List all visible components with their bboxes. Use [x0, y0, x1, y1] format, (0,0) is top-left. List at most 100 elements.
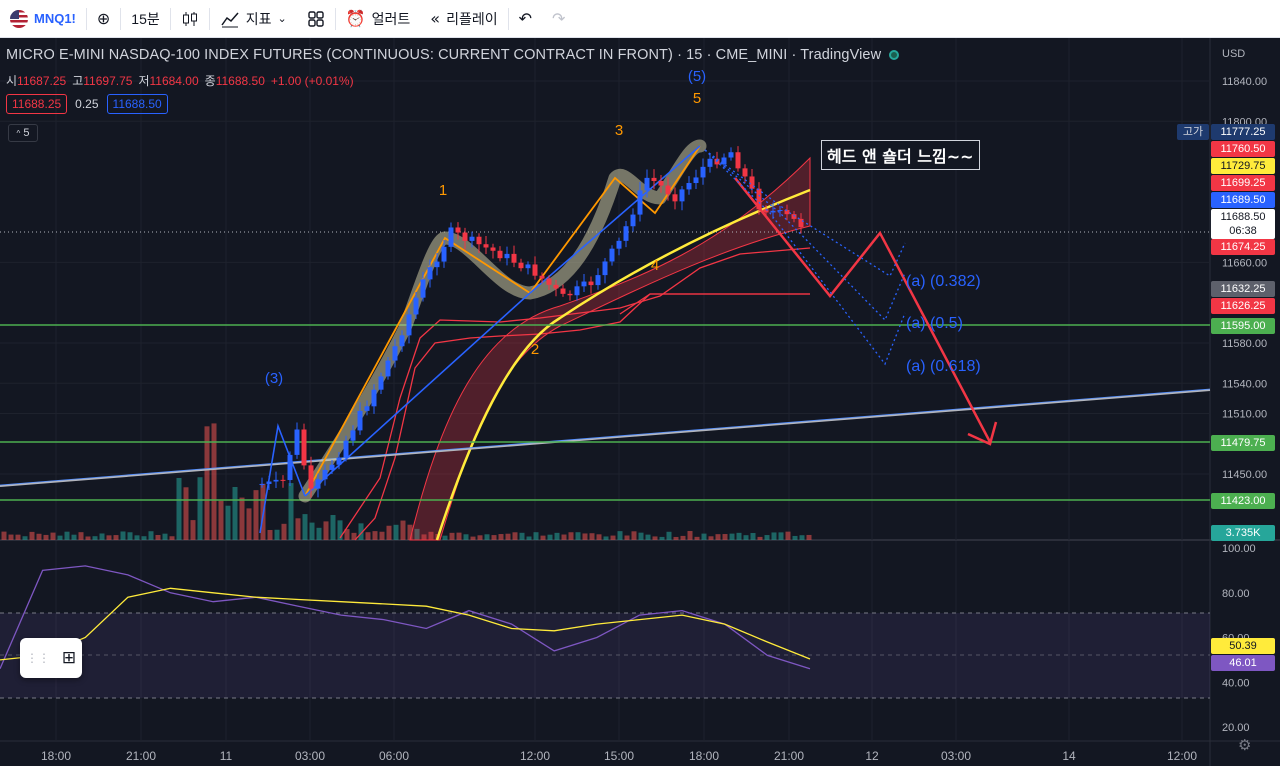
candle-body — [602, 261, 608, 276]
volume-bar — [694, 536, 700, 540]
volume-bar — [169, 536, 175, 540]
candle-body — [756, 188, 762, 210]
candle-body — [721, 157, 727, 165]
rsi-value-tag[interactable]: 46.01 — [1211, 655, 1275, 671]
price-tick-label: 11510.00 — [1222, 409, 1267, 421]
volume-bar — [596, 534, 602, 540]
time-axis-ticks[interactable]: 18:00 21:00 11 03:00 06:00 12:00 15:00 18:00 21:… — [41, 749, 1197, 763]
alarm-clock-icon: ⏰ — [345, 8, 366, 28]
volume-tag[interactable]: 3.735K — [1211, 525, 1275, 541]
candle-body — [336, 457, 342, 465]
candle-body — [287, 454, 293, 481]
envelope-line-lower — [354, 293, 810, 541]
volume-bar — [365, 532, 371, 540]
wave-line-blue — [304, 145, 701, 497]
fib-label-382: (a) (0.382) — [906, 273, 981, 290]
candle-body — [686, 183, 692, 190]
volume-bar — [673, 536, 679, 540]
price-tag[interactable]: 11595.00 — [1211, 318, 1275, 334]
price-tag[interactable]: 11626.25 — [1211, 298, 1275, 314]
fib-label-618: (a) (0.618) — [906, 358, 981, 375]
volume-bar — [141, 536, 147, 540]
alert-label: 얼러트 — [371, 10, 411, 27]
add-layout-icon[interactable]: ⊞ — [61, 648, 77, 668]
buy-price-button[interactable]: 11688.50 — [106, 94, 168, 114]
price-tag[interactable]: 11479.75 — [1211, 435, 1275, 451]
volume-bars — [1, 423, 812, 540]
candle-body — [497, 250, 503, 259]
volume-bar — [638, 532, 644, 540]
price-tick-label: 11660.00 — [1222, 257, 1267, 269]
interval-button[interactable]: 15분 — [121, 0, 169, 38]
price-tag[interactable]: 11760.50 — [1211, 141, 1275, 157]
volume-bar — [281, 523, 287, 540]
wave-label-5-paren: (5) — [688, 68, 706, 85]
price-tag[interactable]: 11423.00 — [1211, 493, 1275, 509]
redo-button[interactable]: ↷ — [542, 0, 575, 38]
bar-type-button[interactable] — [171, 0, 209, 38]
price-tag[interactable]: 11632.25 — [1211, 281, 1275, 297]
indicators-button[interactable]: 지표 ⌄ — [210, 0, 297, 38]
price-tag[interactable]: 11689.50 — [1211, 192, 1275, 208]
alert-button[interactable]: ⏰ 얼러트 — [336, 0, 421, 38]
price-tag[interactable]: 11729.75 — [1211, 158, 1275, 174]
drag-handle-icon[interactable]: ⋮⋮ — [25, 651, 50, 665]
candle-body — [322, 469, 328, 480]
price-tag[interactable]: 11777.25 — [1211, 124, 1275, 140]
chart-title-text: MICRO E-MINI NASDAQ-100 INDEX FUTURES (C… — [6, 47, 882, 63]
volume-bar — [1, 531, 7, 540]
rsi-tick-label: 20.00 — [1222, 722, 1250, 734]
currency-label[interactable]: USD — [1222, 48, 1245, 60]
volume-bar — [484, 534, 490, 540]
candle-body — [329, 464, 335, 470]
candle-body — [504, 253, 510, 259]
note-head-and-shoulders[interactable]: 헤드 앤 숄더 느낌~~ — [821, 140, 980, 170]
time-tick-label: 03:00 — [941, 749, 971, 763]
volume-bar — [50, 532, 56, 540]
fib-label-500: (a) (0.5) — [906, 315, 963, 332]
envelope-step — [619, 293, 810, 315]
candle-body — [553, 284, 559, 289]
candle-body — [525, 264, 531, 269]
price-tag[interactable]: 11699.25 — [1211, 175, 1275, 191]
market-status-icon[interactable] — [889, 50, 900, 60]
gear-icon[interactable]: ⚙ — [1238, 736, 1252, 754]
floating-layout-panel[interactable]: ⋮⋮ ⊞ — [20, 638, 82, 678]
chart-area[interactable]: (3) 1 2 3 4 5 (5) (a) (0.382) (a) (0.5) … — [0, 38, 1280, 766]
price-tick-label: 11580.00 — [1222, 338, 1267, 350]
indicators-toggle[interactable]: ^ 5 — [8, 124, 38, 142]
volume-bar — [337, 520, 343, 540]
toolbar-divider — [120, 7, 122, 30]
candle-body — [616, 240, 622, 249]
candle-body — [742, 168, 748, 177]
toolbar-divider — [208, 7, 210, 30]
volume-bar — [764, 535, 770, 540]
volume-bar — [197, 477, 203, 540]
candle-body — [679, 189, 685, 202]
volume-bar — [309, 522, 315, 540]
time-tick-label: 11 — [220, 749, 233, 763]
us-flag-icon — [10, 9, 28, 28]
sell-price-button[interactable]: 11688.25 — [6, 94, 68, 114]
candle-body — [770, 210, 776, 213]
volume-bar — [274, 529, 280, 540]
plus-circle-icon: ⊕ — [96, 8, 111, 28]
rsi-band — [0, 613, 1210, 698]
rsi-ma-tag[interactable]: 50.39 — [1211, 638, 1275, 654]
layout-templates-button[interactable] — [297, 0, 335, 38]
undo-button[interactable]: ↶ — [509, 0, 542, 38]
candle-body — [483, 244, 489, 248]
replay-button[interactable]: « 리플레이 — [420, 0, 507, 38]
ohlc-legend: 시11687.25 고11697.75 저11684.00 종11688.50 +1.0… — [6, 72, 360, 89]
symbol-search[interactable]: MNQ1! — [0, 0, 86, 38]
chart-canvas[interactable]: (3) 1 2 3 4 5 (5) (a) (0.382) (a) (0.5) … — [0, 38, 1280, 766]
compare-symbol-button[interactable]: ⊕ — [87, 0, 120, 38]
volume-bar — [659, 536, 665, 540]
candle-body — [735, 152, 741, 169]
candle-body — [651, 177, 657, 181]
candle-body — [308, 465, 314, 489]
volume-bar — [71, 534, 77, 540]
price-tag[interactable]: 11674.25 — [1211, 239, 1275, 255]
last-price-tag[interactable]: 11688.50 06:38 — [1211, 209, 1275, 239]
